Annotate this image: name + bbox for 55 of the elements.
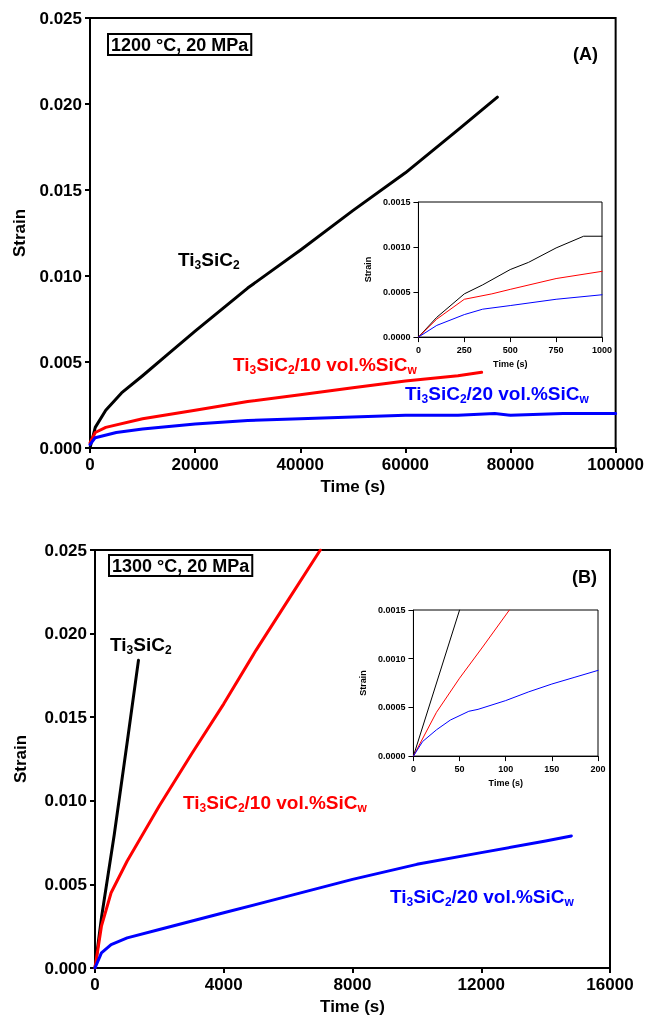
x-tick-label: 1000 [591, 344, 613, 355]
x-tick-label: 500 [502, 344, 518, 355]
y-tick-label: 0.010 [39, 266, 82, 286]
x-tick-label: 200 [590, 763, 606, 774]
x-tick-label: 100000 [587, 455, 644, 474]
x-tick-label: 60000 [381, 455, 430, 474]
y-tick-label: 0.0000 [377, 751, 406, 762]
y-tick-label: 0.005 [44, 874, 87, 894]
annotation: 1300 °C, 20 MPa [112, 556, 251, 576]
y-tick-label: 0.0010 [382, 242, 411, 253]
y-axis-title: Strain [10, 208, 29, 258]
y-tick-label: 0.020 [44, 624, 87, 644]
x-tick-label: 250 [456, 344, 472, 355]
annotation: (B) [572, 567, 598, 587]
y-tick-label: 0.0000 [382, 332, 411, 343]
annotation: 1200 °C, 20 MPa [111, 35, 250, 55]
x-tick-label: 80000 [486, 455, 535, 474]
x-tick-label: 20000 [171, 455, 219, 474]
y-tick-label: 0.0010 [377, 653, 406, 664]
x-tick-label: 4000 [204, 975, 243, 994]
annotation: (A) [573, 44, 599, 64]
x-tick-label: 8000 [333, 975, 372, 994]
y-tick-label: 0.020 [39, 94, 82, 114]
x-axis-title: Time (s) [488, 777, 523, 788]
y-axis-title: Strain [362, 256, 373, 283]
y-tick-label: 0.0005 [377, 702, 406, 713]
x-axis-title: Time (s) [320, 477, 386, 496]
x-tick-label: 150 [544, 763, 560, 774]
y-tick-label: 0.0005 [382, 287, 411, 298]
x-tick-label: 50 [454, 763, 465, 774]
x-tick-label: 16000 [586, 975, 634, 994]
x-tick-label: 0 [90, 975, 100, 994]
y-tick-label: 0.015 [39, 180, 82, 200]
y-tick-label: 0.010 [44, 791, 87, 811]
x-axis-title: Time (s) [320, 997, 385, 1016]
y-tick-label: 0.0015 [382, 197, 411, 207]
y-axis-title: Strain [11, 734, 30, 784]
x-tick-label: 0 [85, 455, 95, 474]
y-tick-label: 0.0015 [377, 605, 406, 615]
y-tick-label: 0.005 [39, 352, 82, 372]
line-series [93, 834, 573, 970]
x-axis-title: Time (s) [493, 358, 528, 369]
line-series [88, 412, 618, 447]
x-tick-label: 0 [410, 763, 416, 774]
y-tick-label: 0.000 [39, 438, 82, 458]
x-tick-label: 0 [415, 344, 421, 355]
x-tick-label: 12000 [457, 975, 505, 994]
y-tick-label: 0.025 [39, 8, 82, 28]
x-tick-label: 100 [498, 763, 514, 774]
y-tick-label: 0.015 [44, 707, 87, 727]
x-tick-label: 750 [548, 344, 564, 355]
y-tick-label: 0.025 [44, 540, 87, 560]
y-tick-label: 0.000 [44, 958, 87, 978]
x-tick-label: 40000 [276, 455, 324, 474]
y-axis-title: Strain [357, 670, 368, 696]
